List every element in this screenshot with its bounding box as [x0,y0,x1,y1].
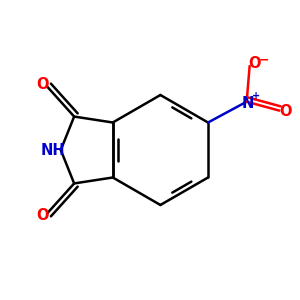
Text: O: O [36,77,48,92]
Text: +: + [252,92,260,101]
Text: −: − [259,54,269,67]
Text: O: O [36,208,48,223]
Text: O: O [248,56,260,70]
Text: N: N [242,96,254,111]
Text: O: O [280,104,292,119]
Text: NH: NH [40,142,65,158]
